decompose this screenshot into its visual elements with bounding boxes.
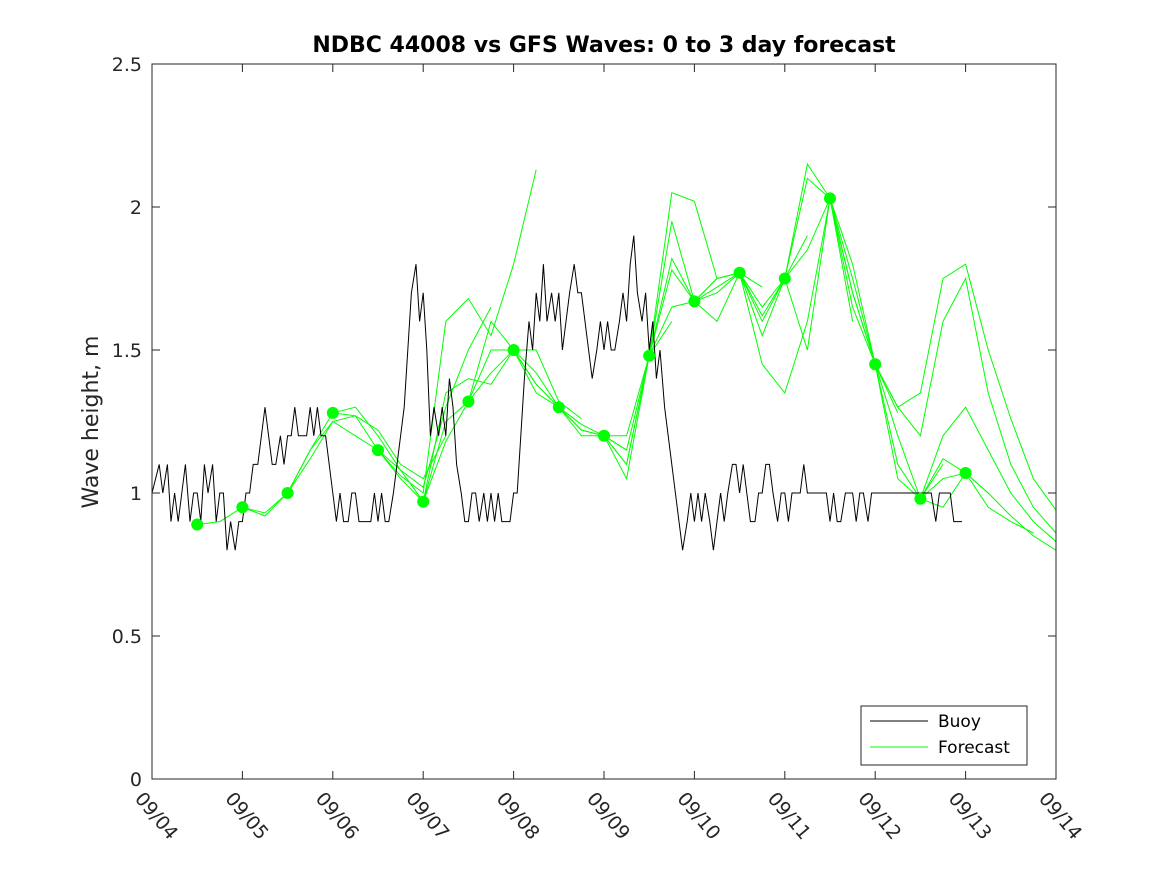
legend-forecast-label: Forecast [938, 738, 1010, 758]
forecast-line-3 [287, 169, 537, 494]
legend: Buoy Forecast [860, 705, 1028, 766]
forecast-marker-18 [959, 467, 972, 479]
y-axis-label: Wave height, m [79, 336, 104, 509]
forecast-line-13 [739, 198, 989, 500]
forecast-marker-16 [869, 358, 882, 371]
forecast-marker-2 [236, 501, 249, 514]
y-tick-label: 2 [130, 197, 142, 219]
forecast-marker-14 [778, 272, 791, 285]
forecast-marker-13 [733, 266, 746, 279]
y-tick-label: 0.5 [112, 626, 142, 648]
forecast-line-11 [648, 177, 899, 414]
forecast-line-7 [467, 257, 718, 466]
forecast-marker-12 [688, 295, 701, 308]
buoy-line [152, 235, 962, 551]
y-tick-label: 1 [130, 483, 142, 505]
forecast-line-16 [874, 277, 1056, 534]
forecast-line-17 [919, 406, 1056, 542]
forecast-marker-7 [462, 395, 475, 408]
forecast-line-14 [784, 198, 1034, 534]
forecast-marker-5 [372, 444, 384, 457]
plot-data-area [152, 162, 1056, 551]
forecast-marker-1 [191, 518, 204, 531]
y-tick-label: 1.5 [112, 340, 142, 362]
legend-buoy-label: Buoy [938, 712, 981, 732]
forecast-line-15 [829, 198, 1056, 511]
y-tick-label: 2.5 [112, 54, 142, 76]
forecast-marker-8 [507, 344, 520, 356]
y-tick-label: 0 [130, 769, 142, 791]
forecast-marker-4 [326, 406, 339, 419]
forecast-marker-9 [552, 401, 565, 414]
forecast-line-4 [332, 349, 582, 503]
forecast-marker-11 [643, 349, 656, 362]
forecast-marker-17 [914, 492, 927, 505]
forecast-marker-10 [598, 429, 610, 442]
forecast-marker-3 [281, 487, 294, 499]
forecast-line-10 [604, 162, 854, 437]
forecast-marker-15 [824, 192, 836, 205]
legend-box [860, 705, 1028, 766]
forecast-line-18 [920, 472, 1056, 551]
chart-title: NDBC 44008 vs GFS Waves: 0 to 3 day fore… [312, 33, 896, 58]
forecast-marker-6 [417, 495, 430, 508]
